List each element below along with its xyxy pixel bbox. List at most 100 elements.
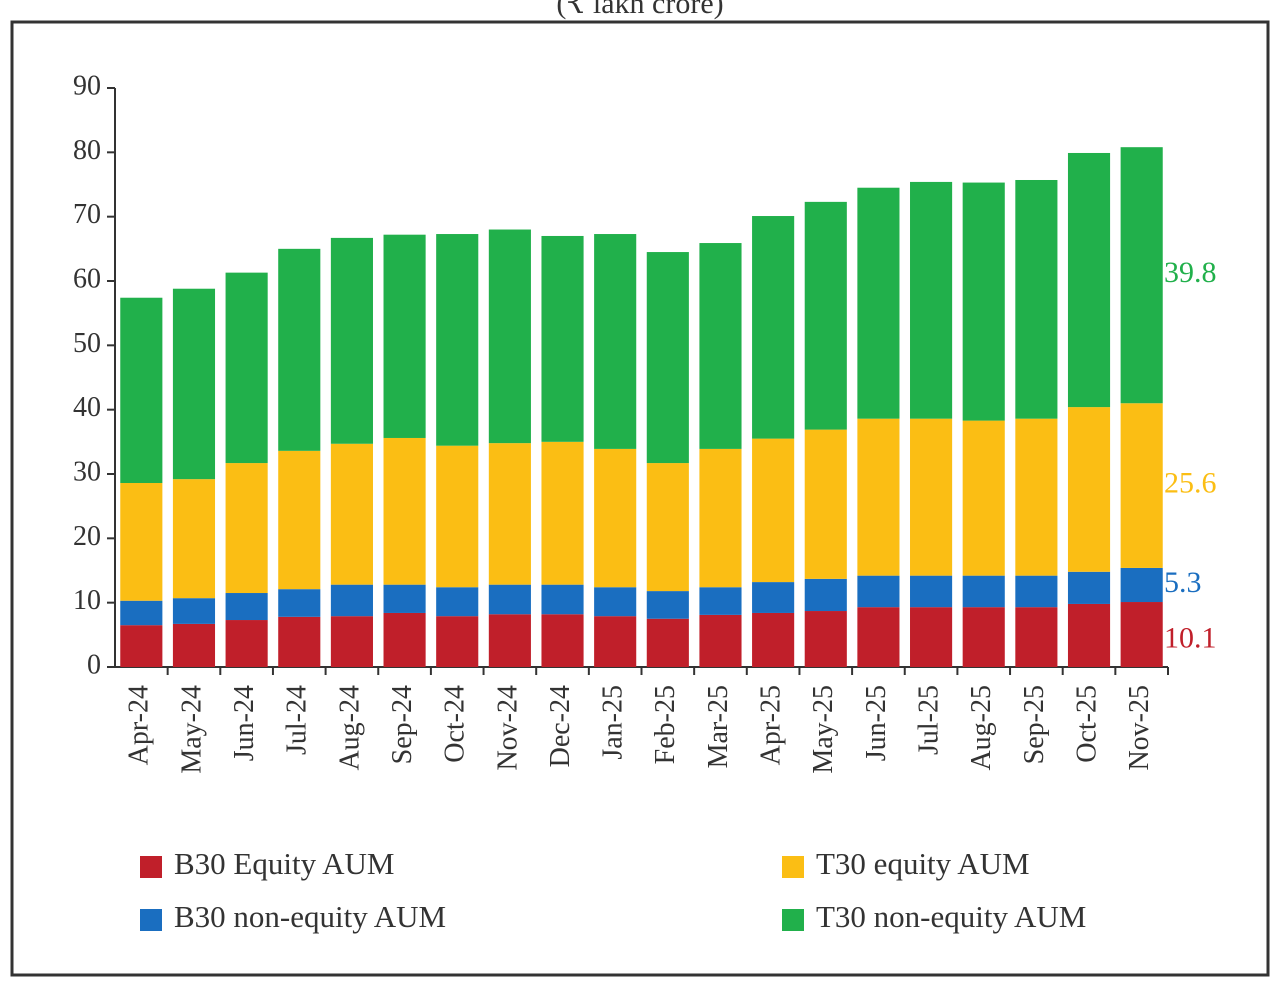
bar-segment [1067,152,1111,408]
x-tick-label: Oct-24 [440,685,471,763]
bar-segment [172,288,216,480]
bar-segment [278,450,321,590]
y-tick-label: 80 [73,135,101,166]
legend-swatch [140,856,162,878]
y-tick-label: 0 [87,649,101,680]
bar-segment [172,623,216,667]
value-label: 5.3 [1164,566,1202,599]
y-tick-label: 40 [73,392,101,423]
bar-segment [436,587,479,617]
x-tick-label: Apr-24 [124,685,155,765]
bar-segment [225,620,268,667]
x-tick-label: Feb-25 [650,685,681,764]
bar-segment [383,612,426,667]
x-tick-label: Jul-25 [913,685,944,755]
bar-segment [962,182,1005,421]
bar-segment [962,607,1005,667]
bar-segment [594,616,637,667]
bar-segment [699,587,742,615]
bar-segment [646,591,689,619]
legend-label: T30 non-equity AUM [816,899,1086,934]
bar-segment [857,418,900,576]
bar-segment [1120,147,1163,404]
y-tick-label: 10 [73,585,101,616]
bar-segment [225,593,268,621]
x-tick-label: Mar-25 [703,685,734,768]
x-tick-label: Nov-24 [492,685,523,771]
x-tick-label: May-25 [808,685,839,774]
bar-segment [541,584,584,615]
x-tick-label: Jun-25 [861,685,892,761]
bar-segment [488,443,531,585]
x-tick-label: Sep-25 [1019,685,1050,764]
bar-segment [699,243,742,449]
bar-segment [804,578,847,612]
bar-segment [699,448,742,588]
y-tick-label: 20 [73,521,101,552]
bar-segment [857,575,900,608]
y-tick-label: 50 [73,328,101,359]
bar-segment [172,479,216,599]
bar-segment [330,584,373,617]
legend-label: T30 equity AUM [816,846,1030,881]
bar-segment [857,187,900,419]
bar-segment [488,584,531,615]
bar-segment [910,181,953,419]
bar-segment [910,418,953,576]
y-tick-label: 30 [73,456,101,487]
bar-segment [488,614,531,667]
bar-segment [1015,179,1058,419]
y-tick-label: 90 [73,70,101,101]
legend-label: B30 non-equity AUM [174,899,446,934]
legend-swatch [140,909,162,931]
bar-segment [488,229,531,444]
bar-segment [910,607,953,667]
bar-segment [436,616,479,667]
bar-segment [383,234,426,438]
y-tick-label: 60 [73,263,101,294]
bar-segment [120,297,163,484]
frame [10,20,1270,977]
bar-segment [752,612,795,667]
bar-segment [541,441,584,585]
chart-subtitle: (₹ lakh crore) [556,0,723,20]
bar-segment [1120,403,1163,568]
bar-segment [278,248,321,451]
bar-segment [804,429,847,579]
bar-segment [120,625,163,667]
bar-segment [541,614,584,667]
x-tick-label: Aug-25 [966,685,997,771]
x-tick-label: Apr-25 [756,685,787,765]
bar-segment [1067,571,1111,604]
bar-segment [225,463,268,594]
bar-segment [1015,607,1058,667]
bar-segment [1120,567,1163,603]
bar-segment [1015,575,1058,608]
bar-segment [594,448,637,588]
bar-segment [330,237,373,444]
bar-segment [1067,407,1111,572]
bar-segment [962,420,1005,576]
bar-segment [330,616,373,667]
bar-segment [804,611,847,667]
x-tick-label: Jan-25 [598,685,629,760]
x-tick-label: Aug-24 [334,685,365,771]
bar-segment [1067,603,1111,667]
x-tick-label: Jun-24 [229,685,260,761]
bar-segment [594,587,637,617]
bar-segment [699,614,742,667]
x-tick-label: Jul-24 [282,685,313,755]
x-tick-label: Oct-25 [1071,685,1102,763]
value-label: 39.8 [1164,256,1217,289]
x-tick-label: Sep-24 [387,685,418,764]
bar-segment [752,216,795,439]
legend-label: B30 Equity AUM [174,846,394,881]
bar-segment [278,616,321,667]
bar-segment [752,438,795,583]
value-label: 10.1 [1164,621,1217,654]
bar-segment [225,272,268,464]
bar-segment [383,584,426,613]
x-tick-label: Dec-24 [545,685,576,767]
bar-segment [1015,418,1058,576]
